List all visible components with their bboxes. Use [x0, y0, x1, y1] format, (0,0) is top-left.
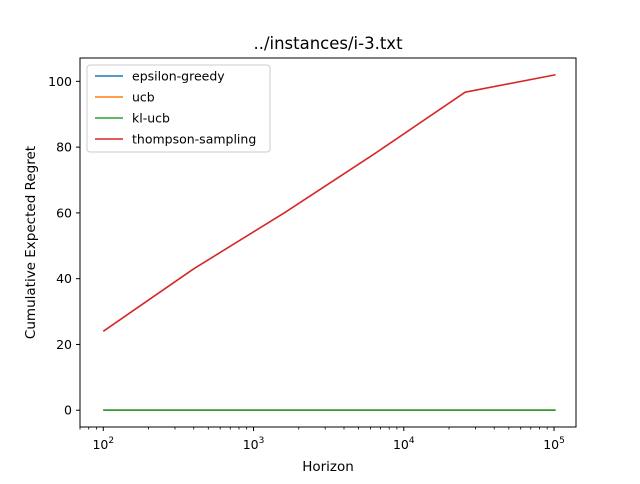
x-tick-exponent: 4 — [409, 436, 415, 446]
y-tick-label: 0 — [64, 403, 72, 418]
legend-label-2: kl-ucb — [132, 111, 170, 126]
legend-label-3: thompson-sampling — [132, 132, 256, 147]
x-tick-exponent: 5 — [559, 436, 565, 446]
y-tick-label: 40 — [56, 271, 72, 286]
y-tick-label: 60 — [56, 205, 72, 220]
x-tick-label: 104 — [393, 436, 415, 452]
y-axis-label: Cumulative Expected Regret — [23, 146, 39, 339]
x-tick-base: 10 — [393, 437, 409, 452]
x-axis-label: Horizon — [302, 459, 354, 475]
x-tick-label: 105 — [543, 436, 565, 452]
y-tick-label: 100 — [48, 74, 72, 89]
series-lines — [102, 73, 556, 412]
legend-label-0: epsilon-greedy — [132, 69, 225, 84]
x-tick-exponent: 3 — [259, 436, 265, 446]
plot-frame — [79, 57, 577, 428]
legend-label-1: ucb — [132, 90, 155, 105]
x-tick-base: 10 — [92, 437, 108, 452]
x-tick-exponent: 2 — [108, 436, 114, 446]
legend-box — [86, 64, 271, 153]
y-tick-label: 20 — [56, 337, 72, 352]
x-tick-base: 10 — [543, 437, 559, 452]
x-tick-base: 10 — [243, 437, 259, 452]
series-line-3 — [102, 73, 556, 332]
y-tick-label: 80 — [56, 140, 72, 155]
legend: epsilon-greedy ucb kl-ucb thompson-sampling — [86, 64, 271, 153]
chart-title: ../instances/i-3.txt — [253, 34, 403, 53]
x-tick-label: 103 — [243, 436, 265, 452]
x-tick-label: 102 — [92, 436, 114, 452]
